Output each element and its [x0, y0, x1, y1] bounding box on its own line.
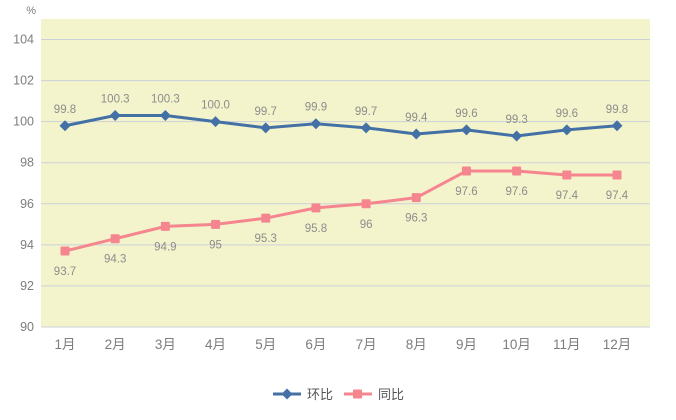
data-point: [60, 246, 70, 256]
data-label: 100.3: [101, 94, 130, 106]
data-point: [561, 124, 573, 136]
data-label: 99.7: [255, 106, 277, 118]
y-axis-unit-label: %: [26, 5, 36, 17]
data-point: [110, 234, 120, 244]
series-line-环比: [63, 114, 619, 138]
data-label: 97.6: [505, 186, 527, 198]
data-point: [612, 170, 622, 180]
data-label: 99.4: [405, 112, 428, 124]
data-label: 97.4: [556, 190, 579, 202]
data-point: [210, 116, 222, 128]
data-point: [361, 199, 371, 209]
legend-marker-square-icon: [344, 389, 372, 399]
data-point: [260, 122, 272, 134]
data-label: 93.7: [54, 266, 76, 278]
y-axis-tick-label: 96: [20, 197, 34, 211]
data-point: [360, 122, 372, 134]
data-point: [410, 128, 422, 140]
data-point: [411, 193, 421, 203]
y-axis-tick-label: 104: [13, 33, 34, 47]
data-label: 96: [360, 219, 373, 231]
y-axis-tick-label: 90: [20, 320, 34, 334]
data-label: 95.8: [305, 223, 327, 235]
data-label: 99.8: [54, 104, 76, 116]
y-axis-tick-label: 98: [20, 156, 34, 170]
x-axis-label: 12月: [603, 337, 632, 352]
data-label: 99.9: [305, 102, 327, 114]
data-point: [59, 120, 71, 132]
data-point: [310, 118, 322, 130]
y-axis-tick-label: 100: [13, 115, 34, 129]
x-axis-label: 1月: [54, 337, 75, 352]
data-label: 100.3: [151, 94, 180, 106]
x-axis-label: 11月: [553, 337, 581, 352]
x-axis-label: 2月: [105, 337, 126, 352]
y-axis-tick-label: 92: [20, 279, 34, 293]
x-axis-label: 4月: [205, 337, 226, 352]
data-point: [109, 110, 121, 122]
data-point: [211, 219, 221, 229]
data-label: 95.3: [255, 233, 277, 245]
data-label: 94.3: [104, 254, 126, 266]
data-point: [562, 170, 572, 180]
legend-label-huanbi: 环比: [306, 386, 333, 402]
x-axis-label: 10月: [502, 337, 531, 352]
x-axis-label: 9月: [456, 337, 477, 352]
data-point: [159, 110, 171, 122]
data-label: 99.6: [556, 108, 578, 120]
x-axis-label: 8月: [406, 337, 427, 352]
chart-legend: 环比 同比: [0, 382, 676, 406]
x-axis-label: 7月: [356, 337, 377, 352]
data-label: 95: [209, 239, 222, 251]
data-label: 96.3: [405, 213, 427, 225]
data-point: [512, 166, 522, 176]
y-axis-tick-label: 94: [20, 238, 34, 252]
data-label: 99.3: [505, 114, 527, 126]
y-axis-tick-label: 102: [13, 74, 34, 88]
data-point: [611, 120, 623, 132]
data-label: 94.9: [154, 241, 176, 253]
data-label: 97.4: [606, 190, 629, 202]
x-axis-label: 6月: [305, 337, 326, 352]
data-label: 100.0: [201, 100, 230, 112]
legend-label-tongbi: 同比: [378, 386, 405, 402]
x-axis-label: 5月: [255, 337, 276, 352]
legend-marker-diamond-icon: [272, 388, 301, 400]
data-point: [160, 221, 170, 231]
data-label: 99.6: [455, 108, 477, 120]
data-label: 99.7: [355, 106, 377, 118]
data-point: [311, 203, 321, 213]
data-label: 99.8: [606, 104, 628, 116]
x-axis-label: 3月: [155, 337, 176, 352]
data-point: [460, 124, 472, 136]
data-point: [261, 213, 271, 223]
data-label: 97.6: [455, 186, 477, 198]
data-point: [461, 166, 471, 176]
series-line-同比: [63, 169, 619, 253]
legend-item-huanbi[interactable]: 环比: [272, 388, 333, 401]
data-point: [511, 130, 523, 142]
legend-item-tongbi[interactable]: 同比: [343, 388, 404, 401]
